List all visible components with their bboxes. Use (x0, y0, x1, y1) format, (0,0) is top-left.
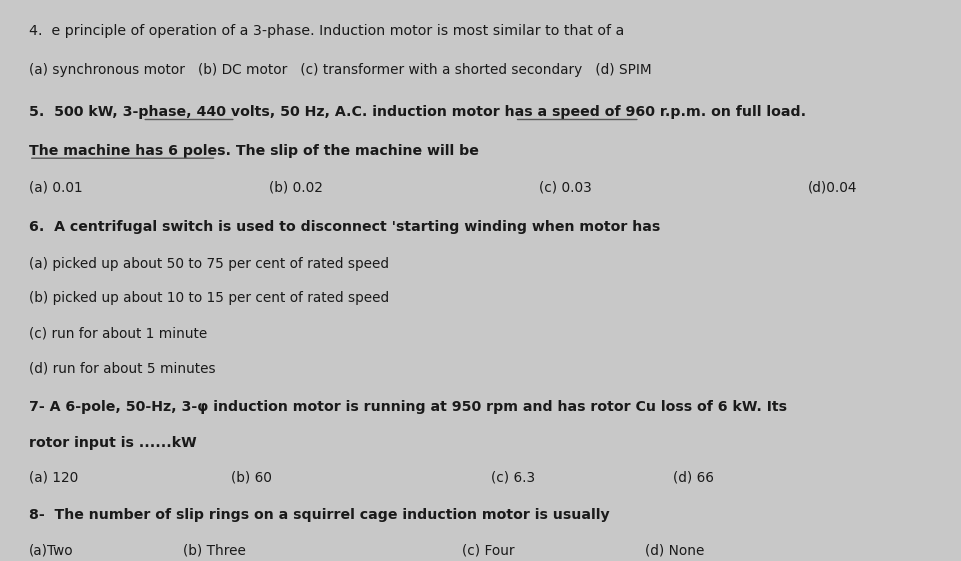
Text: (b) 60: (b) 60 (231, 471, 271, 485)
Text: (a) 120: (a) 120 (29, 471, 78, 485)
Text: (a)Two: (a)Two (29, 544, 73, 558)
Text: (b) 0.02: (b) 0.02 (269, 181, 323, 195)
Text: (b) Three: (b) Three (183, 544, 245, 558)
Text: (b) picked up about 10 to 15 per cent of rated speed: (b) picked up about 10 to 15 per cent of… (29, 292, 388, 305)
Text: (a) 0.01: (a) 0.01 (29, 181, 83, 195)
Text: (d)0.04: (d)0.04 (807, 181, 856, 195)
Text: 7- A 6-pole, 50-Hz, 3-φ induction motor is running at 950 rpm and has rotor Cu l: 7- A 6-pole, 50-Hz, 3-φ induction motor … (29, 401, 786, 414)
Text: 6.  A centrifugal switch is used to disconnect 'starting winding when motor has: 6. A centrifugal switch is used to disco… (29, 220, 659, 234)
Text: (a) picked up about 50 to 75 per cent of rated speed: (a) picked up about 50 to 75 per cent of… (29, 257, 388, 270)
Text: (a) synchronous motor   (b) DC motor   (c) transformer with a shorted secondary : (a) synchronous motor (b) DC motor (c) t… (29, 63, 651, 77)
Text: (d) 66: (d) 66 (673, 471, 713, 485)
Text: 4.  e principle of operation of a 3-phase. Induction motor is most similar to th: 4. e principle of operation of a 3-phase… (29, 24, 624, 38)
Text: (c) run for about 1 minute: (c) run for about 1 minute (29, 327, 207, 340)
Text: rotor input is ......kW: rotor input is ......kW (29, 436, 196, 450)
Text: The machine has 6 poles. The slip of the machine will be: The machine has 6 poles. The slip of the… (29, 145, 479, 158)
Text: (c) Four: (c) Four (461, 544, 514, 558)
Text: (d) None: (d) None (644, 544, 703, 558)
Text: (d) run for about 5 minutes: (d) run for about 5 minutes (29, 361, 215, 375)
Text: 8-  The number of slip rings on a squirrel cage induction motor is usually: 8- The number of slip rings on a squirre… (29, 508, 609, 522)
Text: (c) 6.3: (c) 6.3 (490, 471, 534, 485)
Text: 5.  500 kW, 3-phase, 440 volts, 50 Hz, A.C. induction motor has a speed of 960 r: 5. 500 kW, 3-phase, 440 volts, 50 Hz, A.… (29, 105, 805, 119)
Text: (c) 0.03: (c) 0.03 (538, 181, 591, 195)
